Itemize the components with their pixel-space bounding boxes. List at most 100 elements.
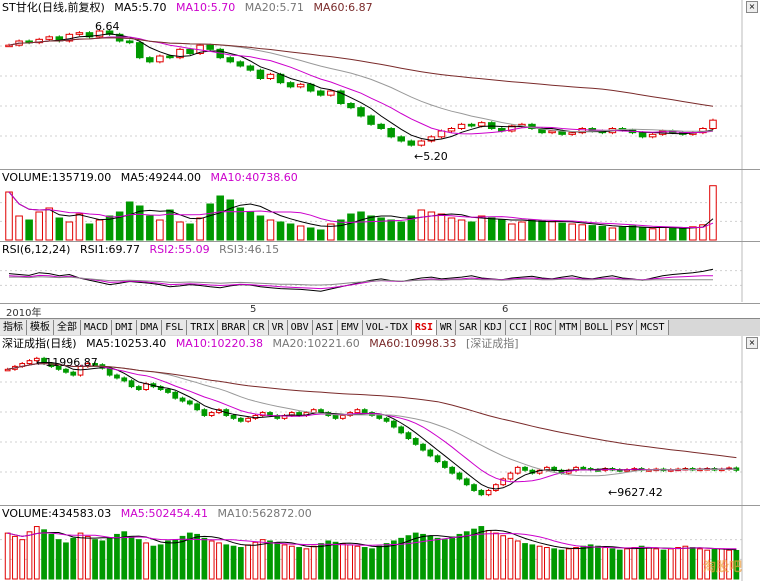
close-icon[interactable]: × [746, 1, 758, 13]
stock-volume-bar [518, 221, 526, 241]
index-volume-bar [595, 545, 601, 580]
stock-volume-bar [75, 213, 84, 241]
index-volume-bar [347, 544, 354, 580]
index-volume-bar [405, 535, 412, 580]
stock-candle [317, 90, 325, 96]
tab-macd[interactable]: MACD [81, 320, 113, 335]
stock-candle [246, 65, 255, 71]
stock-volume-chart[interactable] [0, 170, 760, 242]
stock-volume-bar [266, 219, 275, 241]
tab-obv[interactable]: OBV [287, 320, 313, 335]
tab-cr[interactable]: CR [249, 320, 269, 335]
stock-volume-bar [45, 207, 54, 241]
tab-dma[interactable]: DMA [137, 320, 163, 335]
stock-price-panel[interactable]: ST甘化(日线,前复权) MA5:5.70 MA10:5.70 MA20:5.7… [0, 0, 760, 170]
tab--[interactable]: 全部 [54, 320, 81, 335]
index-volume-bar [303, 548, 310, 580]
index-candle [55, 365, 62, 370]
tab-sar[interactable]: SAR [456, 320, 482, 335]
index-high-value: 11996.87 [45, 356, 98, 369]
index-volume-bar [99, 540, 106, 580]
index-volume-bar [259, 539, 266, 580]
stock-candle [437, 130, 446, 138]
stock-volume-bar [125, 201, 134, 241]
index-low-value: 9627.42 [617, 486, 663, 499]
tab-rsi[interactable]: RSI [411, 320, 437, 335]
stock-volume-bar [327, 223, 335, 241]
rsi-panel[interactable]: RSI(6,12,24) RSI1:69.77 RSI2:55.09 RSI3:… [0, 242, 760, 302]
index-volume-bar [216, 542, 222, 580]
index-candle [383, 417, 390, 422]
stock-low-label: ←5.20 [414, 150, 448, 163]
tab-asi[interactable]: ASI [312, 320, 338, 335]
index-volume-bar [4, 532, 11, 580]
rsi1-value: RSI1:69.77 [79, 243, 141, 256]
index-volume-bar [660, 549, 667, 580]
tab-boll[interactable]: BOLL [581, 320, 613, 335]
index-volume-bar [332, 541, 339, 580]
index-candlestick-chart[interactable] [0, 336, 760, 506]
tab-kdj[interactable]: KDJ [481, 320, 507, 335]
stock-candle [427, 136, 436, 142]
stock-volume-bar [55, 217, 64, 241]
tab-vol-tdx[interactable]: VOL-TDX [362, 320, 412, 335]
rsi-chart[interactable] [0, 242, 760, 302]
tab-cci[interactable]: CCI [506, 320, 532, 335]
stock-candle [206, 44, 214, 50]
index-candle [390, 420, 397, 428]
tab-mcst[interactable]: MCST [637, 320, 669, 335]
tab--[interactable]: 模板 [27, 320, 54, 335]
index-volume-bar [704, 549, 711, 580]
stock-low-value: 5.20 [423, 150, 448, 163]
tab-mtm[interactable]: MTM [556, 320, 582, 335]
index-volume-bar [427, 535, 434, 580]
stock-volume-bar [709, 185, 717, 241]
tab-trix[interactable]: TRIX [187, 320, 219, 335]
index-candle [230, 414, 237, 419]
stock-volume-bar [568, 223, 576, 241]
tab--[interactable]: 指标 [0, 320, 27, 335]
index-volume-bar [186, 532, 193, 580]
index-volume-title: VOLUME:434583.03 [2, 507, 112, 520]
index-volume-bar [624, 548, 630, 580]
stock-volume-bar [5, 191, 13, 241]
index-volume-ma5-line [7, 529, 737, 551]
index-volume-bar [201, 537, 208, 580]
index-candle [522, 466, 528, 471]
tab-emv[interactable]: EMV [337, 320, 363, 335]
stock-volume-bar [95, 219, 104, 241]
index-header: 深证成指(日线) MA5:10253.40 MA10:10220.38 MA20… [2, 337, 525, 350]
index-volume-bar [12, 535, 18, 580]
tab-fsl[interactable]: FSL [162, 320, 188, 335]
index-volume-bar [361, 547, 368, 580]
stock-volume-panel[interactable]: VOLUME:135719.00 MA5:49244.00 MA10:40738… [0, 170, 760, 242]
stock-volume-bar [337, 219, 345, 241]
stock-candlestick-chart[interactable] [0, 0, 760, 170]
index-volume-panel[interactable]: VOLUME:434583.03 MA5:502454.41 MA10:5628… [0, 506, 760, 581]
watermark: 淘股吧 [702, 560, 742, 575]
index-candle [4, 368, 11, 372]
tab-dmi[interactable]: DMI [112, 320, 138, 335]
tab-brar[interactable]: BRAR [218, 320, 250, 335]
tab-roc[interactable]: ROC [531, 320, 557, 335]
index-price-panel[interactable]: 深证成指(日线) MA5:10253.40 MA10:10220.38 MA20… [0, 336, 760, 506]
tab-vr[interactable]: VR [268, 320, 288, 335]
stock-ma60: MA60:6.87 [313, 1, 373, 14]
tab-psy[interactable]: PSY [612, 320, 638, 335]
stock-volume-bar [628, 225, 637, 241]
index-candle [194, 403, 200, 411]
stock-candle [186, 48, 194, 54]
stock-volume-bar [105, 215, 114, 241]
index-candle [114, 374, 120, 379]
index-candle [427, 449, 434, 457]
close-icon[interactable]: × [746, 337, 758, 349]
divider [0, 169, 760, 170]
index-volume-bar [288, 545, 295, 580]
tab-wr[interactable]: WR [436, 320, 457, 335]
index-volume-bar [485, 529, 492, 580]
stock-candle [709, 119, 717, 129]
index-volume-bar [675, 547, 681, 580]
index-volume-bar [420, 533, 426, 580]
index-volume-chart[interactable] [0, 506, 760, 581]
index-volume-ma10: MA10:562872.00 [217, 507, 312, 520]
